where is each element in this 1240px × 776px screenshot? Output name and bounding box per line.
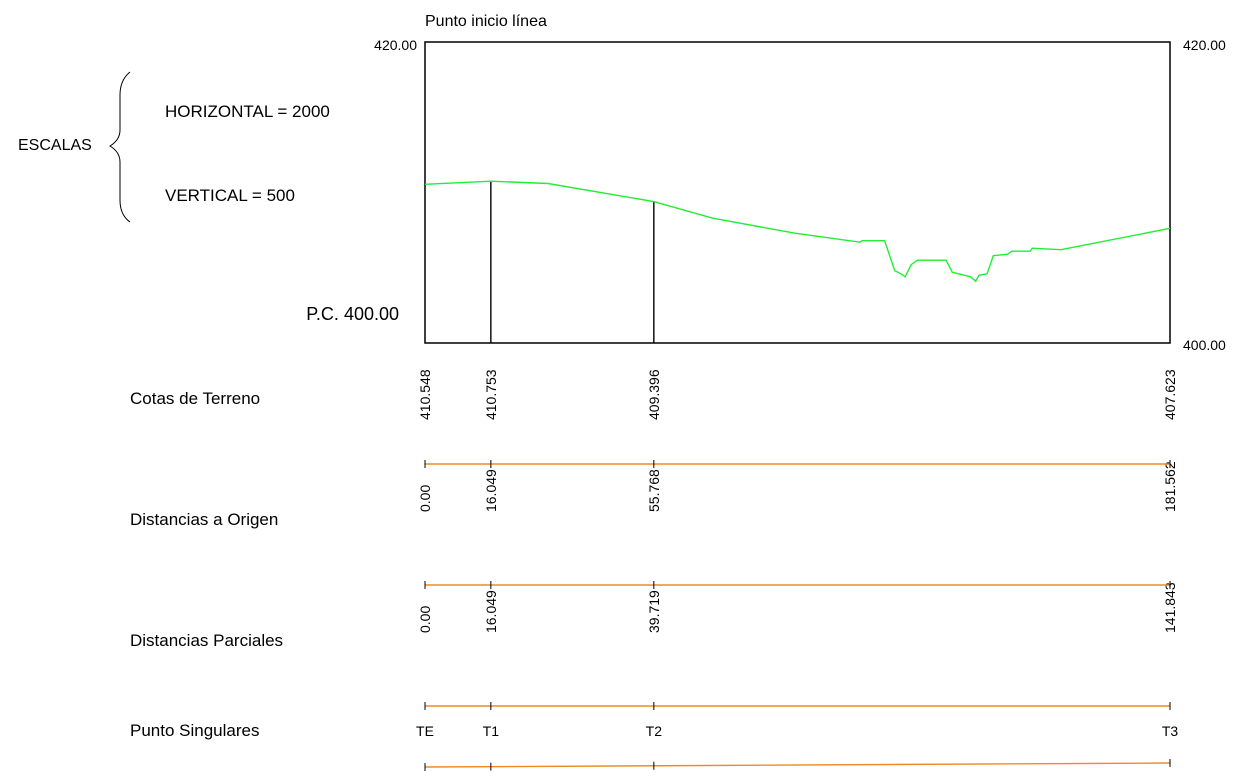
dist-parcial-value: 39.719 [646, 590, 662, 633]
station-vertical-lines [490, 181, 655, 343]
row-separator-4 [424, 762, 1171, 768]
scales-label: ESCALAS [18, 137, 92, 154]
dist-origen-value: 16.049 [483, 469, 499, 512]
y-axis-bottom-right-label: 400.00 [1183, 337, 1226, 353]
guitar-rows: 410.548 0.00 0.00 TE 410.753 16.049 16.049 T1 40… [416, 369, 1178, 771]
terrain-profile-line [424, 180, 1171, 283]
y-axis-top-left-label: 420.00 [374, 37, 417, 53]
profile-title: Punto inicio línea [425, 13, 547, 30]
punto-singular-value: TE [416, 723, 434, 739]
cota-value: 409.396 [646, 369, 662, 420]
punto-singular-value: T1 [483, 723, 500, 739]
vertical-scale-label: VERTICAL = 500 [165, 186, 295, 205]
row-label-dist-parcial: Distancias Parciales [130, 631, 283, 650]
horizontal-scale-label: HORIZONTAL = 2000 [165, 102, 330, 121]
profile-frame [424, 41, 1171, 344]
cota-value: 407.623 [1162, 369, 1178, 420]
dist-parcial-value: 141.843 [1162, 582, 1178, 633]
row-label-dist-origen: Distancias a Origen [130, 510, 278, 529]
cota-value: 410.753 [483, 369, 499, 420]
dist-origen-value: 0.00 [417, 485, 433, 512]
dist-origen-value: 181.562 [1162, 461, 1178, 512]
punto-singular-value: T2 [646, 723, 663, 739]
row-label-cotas: Cotas de Terreno [130, 389, 260, 408]
y-axis-top-right-label: 420.00 [1183, 37, 1226, 53]
scales-brace [109, 71, 131, 223]
dist-parcial-value: 16.049 [483, 590, 499, 633]
dist-origen-value: 55.768 [646, 469, 662, 512]
row-label-puntos: Punto Singulares [130, 721, 259, 740]
comparison-plane-label: P.C. 400.00 [306, 304, 399, 324]
punto-singular-value: T3 [1162, 723, 1179, 739]
cota-value: 410.548 [417, 369, 433, 420]
dist-parcial-value: 0.00 [417, 606, 433, 633]
